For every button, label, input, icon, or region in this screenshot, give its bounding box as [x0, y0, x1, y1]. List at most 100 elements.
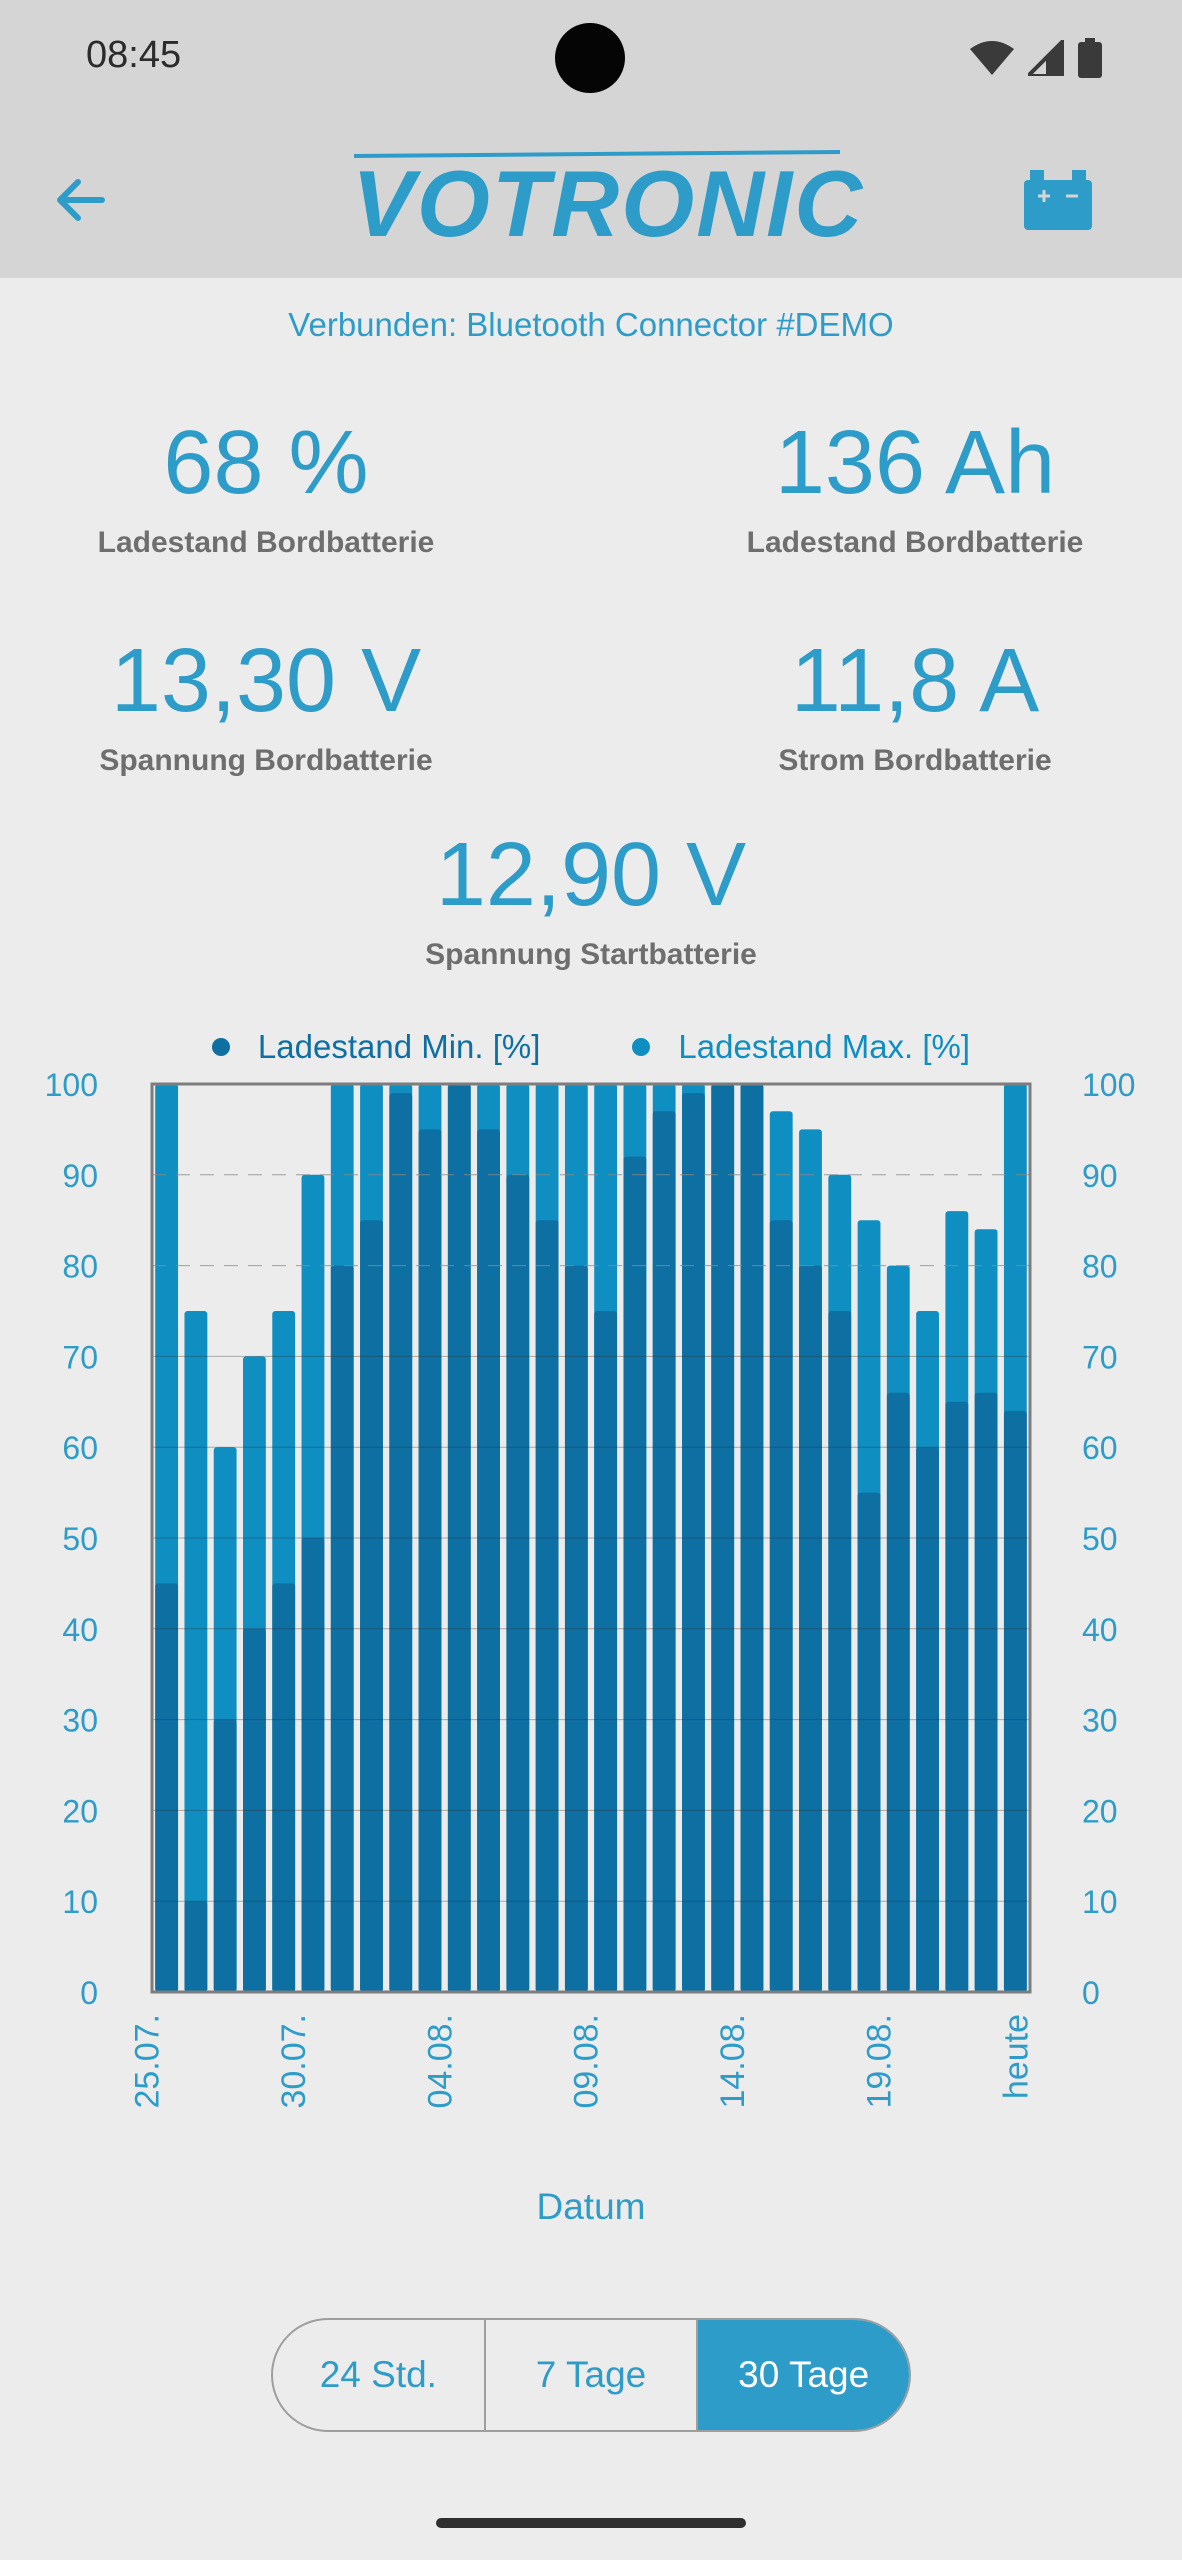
- plot-frame: [150, 1082, 1032, 1994]
- bar-min: [799, 1265, 822, 1992]
- bar-min: [535, 1220, 559, 1992]
- bar-max: [184, 1311, 208, 1992]
- bar-min: [477, 1129, 500, 1992]
- chart-legend: Ladestand Min. [%] Ladestand Max. [%]: [0, 1022, 1182, 1072]
- battery-icon: [1024, 170, 1092, 230]
- x-tick-label: 19.08.: [860, 2014, 898, 2109]
- app-bar: VOTRONIC: [0, 118, 1182, 278]
- status-bar: 08:45: [0, 0, 1182, 118]
- y-tick-label-left: 0: [80, 1975, 98, 2011]
- y-tick-label-right: 10: [1082, 1884, 1118, 1920]
- camera-cutout: [555, 23, 625, 93]
- range-7d-button[interactable]: 7 Tage: [486, 2320, 699, 2430]
- legend-dot-max: [632, 1038, 651, 1056]
- status-time: 08:45: [86, 34, 182, 76]
- home-indicator[interactable]: [436, 2518, 746, 2528]
- range-24h-button[interactable]: 24 Std.: [273, 2320, 486, 2430]
- y-tick-label-left: 70: [62, 1339, 98, 1375]
- metric-board-voltage: 13,30 V Spannung Bordbatterie: [6, 636, 526, 778]
- metric-label: Spannung Startbatterie: [425, 938, 757, 971]
- y-tick-label-left: 10: [62, 1884, 98, 1920]
- arrow-left-icon: [57, 179, 105, 221]
- metric-value: 11,8 A: [790, 631, 1040, 731]
- metric-value: 68 %: [163, 413, 369, 513]
- bar-min: [594, 1311, 618, 1992]
- metric-label: Ladestand Bordbatterie: [97, 526, 435, 559]
- y-tick-label-left: 20: [62, 1793, 98, 1829]
- metric-soc-ah: 136 Ah Ladestand Bordbatterie: [655, 418, 1175, 560]
- metric-label: Spannung Bordbatterie: [99, 744, 433, 777]
- back-button[interactable]: [44, 164, 116, 236]
- legend-label-min: Ladestand Min. [%]: [257, 1028, 541, 1065]
- legend-dot-min: [211, 1038, 230, 1056]
- y-tick-label-right: 20: [1082, 1793, 1118, 1829]
- bar-min: [506, 1174, 530, 1992]
- y-tick-label-left: 80: [62, 1249, 98, 1285]
- bar-min: [1003, 1410, 1027, 1992]
- y-tick-label-right: 90: [1082, 1158, 1118, 1194]
- bar-min: [243, 1628, 266, 1992]
- bar-min: [418, 1129, 442, 1992]
- bar-min: [389, 1093, 413, 1992]
- metric-start-voltage: 12,90 V Spannung Startbatterie: [331, 830, 851, 972]
- metric-label: Ladestand Bordbatterie: [746, 526, 1084, 559]
- x-tick-label: 14.08.: [714, 2014, 752, 2109]
- bar-min: [886, 1392, 910, 1992]
- metric-board-current: 11,8 A Strom Bordbatterie: [655, 636, 1175, 778]
- soc-bar-chart: 0 0 10 10 20 20 30 30 40 40 50 50 60 60 70 70 80 80 90 90 10…: [45, 1067, 1136, 2109]
- metric-soc-percent: 68 % Ladestand Bordbatterie: [6, 418, 526, 560]
- y-tick-label-left: 30: [62, 1703, 98, 1739]
- bar-min: [155, 1583, 179, 1992]
- y-tick-label-right: 70: [1082, 1339, 1118, 1375]
- bar-min: [916, 1447, 939, 1992]
- bar-min: [740, 1084, 764, 1992]
- x-axis-title: Datum: [536, 2186, 646, 2227]
- x-tick-label: 30.07.: [275, 2014, 313, 2109]
- battery-button[interactable]: [1018, 164, 1098, 236]
- y-tick-label-right: 100: [1082, 1067, 1135, 1103]
- bar-min: [447, 1084, 471, 1992]
- bar-min: [857, 1492, 881, 1992]
- y-tick-label-left: 50: [62, 1521, 98, 1557]
- y-tick-label-left: 60: [62, 1430, 98, 1466]
- x-tick-label: 04.08.: [421, 2014, 459, 2109]
- y-tick-label-right: 0: [1082, 1975, 1100, 2011]
- legend-item-max[interactable]: Ladestand Max. [%]: [632, 1022, 970, 1072]
- bar-min: [330, 1265, 354, 1992]
- legend-item-min[interactable]: Ladestand Min. [%]: [211, 1022, 541, 1072]
- bar-min: [184, 1901, 208, 1992]
- x-tick-label: 25.07.: [129, 2014, 167, 2109]
- bar-min: [769, 1220, 793, 1992]
- x-tick-label: 09.08.: [568, 2014, 606, 2109]
- logo-text: VOTRONIC: [352, 151, 865, 256]
- logo-swoosh: [353, 150, 841, 158]
- votronic-logo: VOTRONIC: [352, 150, 862, 256]
- bar-min: [213, 1719, 237, 1992]
- cell-signal-icon: [1028, 40, 1064, 76]
- x-tick-label: heute: [997, 2014, 1035, 2099]
- bar-min: [301, 1538, 325, 1992]
- wifi-icon: [970, 41, 1014, 75]
- bar-min: [974, 1392, 998, 1992]
- bar-min: [623, 1156, 647, 1992]
- y-tick-label-right: 30: [1082, 1703, 1118, 1739]
- metric-value: 13,30 V: [110, 631, 422, 731]
- bar-min: [564, 1265, 588, 1992]
- y-tick-label-right: 40: [1082, 1612, 1118, 1648]
- y-tick-label-left: 90: [62, 1158, 98, 1194]
- bar-min: [360, 1220, 383, 1992]
- time-range-selector: 24 Std. 7 Tage 30 Tage: [271, 2318, 911, 2432]
- bar-min: [945, 1401, 969, 1992]
- bar-min: [828, 1311, 852, 1992]
- metric-label: Strom Bordbatterie: [778, 744, 1052, 777]
- bar-min: [652, 1111, 676, 1992]
- metric-value: 12,90 V: [435, 825, 747, 925]
- y-tick-label-left: 100: [45, 1067, 98, 1103]
- metric-value: 136 Ah: [774, 413, 1056, 513]
- range-30d-button[interactable]: 30 Tage: [698, 2320, 909, 2430]
- y-tick-label-right: 80: [1082, 1249, 1118, 1285]
- connection-status: Verbunden: Bluetooth Connector #DEMO: [288, 306, 894, 343]
- bar-min: [272, 1583, 296, 1992]
- battery-status-icon: [1078, 38, 1102, 78]
- legend-label-max: Ladestand Max. [%]: [678, 1028, 971, 1065]
